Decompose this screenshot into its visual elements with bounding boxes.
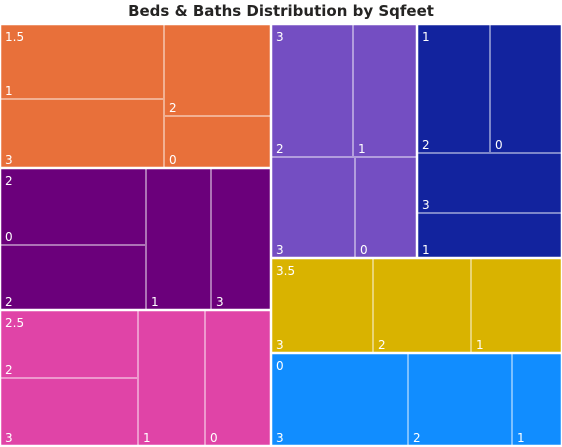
treemap-tile[interactable]	[271, 157, 355, 258]
treemap-tile-label: 3	[216, 295, 224, 309]
treemap-group-0[interactable]: 1 3 2 0 1.5	[0, 24, 271, 168]
treemap-group-borders	[0, 23, 562, 447]
treemap-tile-label: 3	[276, 243, 284, 257]
treemap-tile-label: 0	[5, 230, 13, 244]
treemap-group-label: 2.5	[5, 316, 24, 330]
treemap-group-6[interactable]: 3 2 1 0	[271, 353, 562, 446]
treemap-tile-label: 1	[422, 243, 430, 257]
treemap-tile[interactable]	[512, 353, 562, 446]
treemap-tile[interactable]	[408, 353, 512, 446]
treemap-group-label: 3	[276, 30, 284, 44]
chart-title: Beds & Baths Distribution by Sqfeet	[128, 2, 434, 20]
treemap-group-label: 1.5	[5, 30, 24, 44]
treemap-tile[interactable]	[0, 168, 146, 245]
treemap-tile[interactable]	[0, 245, 146, 310]
treemap-group-5[interactable]: 3 2 1 3.5	[271, 258, 562, 353]
treemap-tile[interactable]	[417, 153, 562, 213]
treemap-tile-label: 1	[143, 431, 151, 445]
treemap-tile[interactable]	[471, 258, 562, 353]
treemap-group-label: 3.5	[276, 264, 295, 278]
treemap-tile[interactable]	[271, 353, 408, 446]
treemap-tile-label: 2	[169, 101, 177, 115]
treemap-tile-label: 2	[378, 338, 386, 352]
treemap-tile[interactable]	[0, 378, 138, 446]
treemap-group-1[interactable]: 0 2 1 3 2	[0, 168, 271, 310]
treemap-tile[interactable]	[138, 310, 205, 446]
treemap-tile-label: 2	[5, 295, 13, 309]
treemap-tile-label: 1	[476, 338, 484, 352]
treemap-tile-label: 2	[276, 142, 284, 156]
treemap-tile-label: 2	[422, 138, 430, 152]
treemap-tile[interactable]	[355, 157, 417, 258]
treemap-tile[interactable]	[164, 24, 271, 116]
treemap-tile-label: 2	[413, 431, 421, 445]
treemap-tile[interactable]	[0, 99, 164, 168]
treemap-tile[interactable]	[0, 24, 164, 99]
treemap-tile[interactable]	[271, 24, 353, 157]
treemap-tile-label: 1	[358, 142, 366, 156]
treemap-tile-label: 3	[422, 198, 430, 212]
treemap-tile[interactable]	[373, 258, 471, 353]
treemap-tile-label: 1	[517, 431, 525, 445]
treemap-group-3[interactable]: 2 1 3 0 3	[271, 24, 417, 258]
treemap-tile[interactable]	[417, 213, 562, 258]
treemap-group-2[interactable]: 2 3 1 0 2.5	[0, 310, 271, 446]
treemap-tile-label: 0	[169, 153, 177, 167]
treemap-tile-label: 2	[5, 363, 13, 377]
treemap-tile-label: 1	[151, 295, 159, 309]
treemap-tile-label: 3	[276, 431, 284, 445]
treemap-tile-label: 0	[495, 138, 503, 152]
treemap-tile-label: 3	[276, 338, 284, 352]
treemap-tile[interactable]	[164, 116, 271, 168]
treemap-tile-label: 0	[360, 243, 368, 257]
treemap-group-4[interactable]: 2 0 3 1 1	[417, 24, 562, 258]
treemap-tile[interactable]	[146, 168, 211, 310]
treemap-tile[interactable]	[353, 24, 417, 157]
treemap-group-border	[0, 309, 272, 447]
treemap-tile[interactable]	[417, 24, 490, 153]
treemap-tile-label: 3	[5, 153, 13, 167]
treemap-group-label: 1	[422, 30, 430, 44]
treemap-group-label: 0	[276, 359, 284, 373]
treemap-group-border	[270, 23, 418, 259]
treemap-tile[interactable]	[490, 24, 562, 153]
treemap-tile-label: 3	[5, 431, 13, 445]
treemap-tile-label: 1	[5, 84, 13, 98]
treemap-group-label: 2	[5, 174, 13, 188]
treemap-tile[interactable]	[211, 168, 271, 310]
treemap-group-border	[0, 23, 272, 169]
treemap-tile[interactable]	[205, 310, 271, 446]
treemap-tile-label: 0	[210, 431, 218, 445]
treemap-group-border	[0, 167, 272, 311]
